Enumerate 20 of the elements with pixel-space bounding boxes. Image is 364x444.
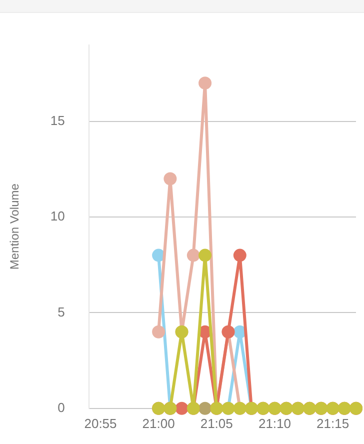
y-tick-label: 5 — [58, 304, 65, 320]
x-tick-label: 21:00 — [142, 416, 175, 431]
point — [198, 402, 212, 415]
y-tick-label: 15 — [50, 112, 65, 128]
x-tick-label: 21:05 — [200, 416, 233, 431]
point — [175, 402, 188, 415]
y-tick-label: 0 — [58, 400, 65, 415]
point — [233, 325, 246, 338]
point — [164, 172, 177, 186]
point — [198, 76, 212, 90]
y-tick-label: 10 — [50, 208, 65, 224]
x-tick-label: 20:55 — [84, 416, 117, 431]
point — [152, 325, 166, 338]
point — [186, 248, 200, 262]
x-tick-label: 21:10 — [258, 416, 292, 431]
x-tick-label: 21:15 — [316, 416, 350, 431]
point — [233, 248, 246, 262]
y-axis-title: Mention Volume — [8, 183, 22, 270]
point — [198, 248, 212, 262]
point — [152, 248, 166, 262]
